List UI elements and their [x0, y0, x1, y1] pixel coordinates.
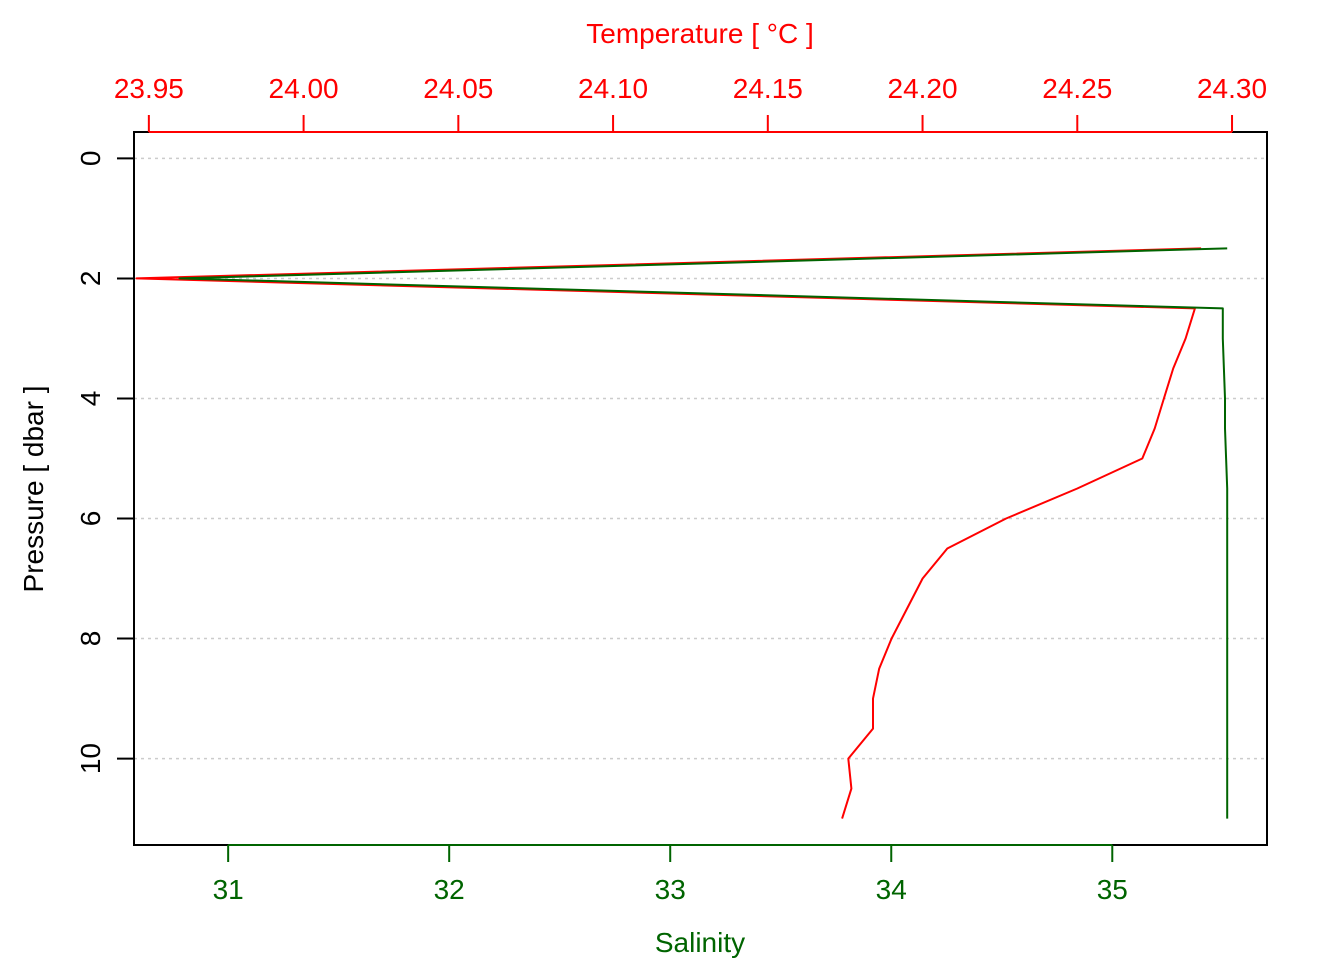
top-tick-label: 24.20: [888, 73, 958, 104]
top-tick-label: 24.10: [578, 73, 648, 104]
top-tick-label: 24.05: [423, 73, 493, 104]
left-tick-label: 2: [75, 271, 106, 287]
left-axis-title: Pressure [ dbar ]: [18, 386, 49, 593]
top-tick-label: 24.00: [269, 73, 339, 104]
top-tick-label: 24.25: [1042, 73, 1112, 104]
left-tick-label: 0: [75, 151, 106, 167]
left-tick-label: 8: [75, 631, 106, 647]
bottom-tick-label: 35: [1097, 874, 1128, 905]
salinity-line: [178, 247, 1229, 819]
temperature-line: [135, 247, 1202, 819]
bottom-tick-label: 33: [655, 874, 686, 905]
plot-frame: [133, 131, 1268, 846]
series-lines: [135, 247, 1229, 819]
bottom-tick-label: 31: [213, 874, 244, 905]
left-tick-label: 4: [75, 391, 106, 407]
bottom-tick-label: 32: [434, 874, 465, 905]
grid-lines: [134, 157, 1267, 760]
bottom-axis-title: Salinity: [655, 927, 745, 958]
axes: 23.95 24.00 24.05 24.10 24.15 24.20 24.25 24.30…: [75, 73, 1267, 905]
top-tick-label: 23.95: [114, 73, 184, 104]
left-tick-label: 6: [75, 511, 106, 527]
top-tick-label: 24.30: [1197, 73, 1267, 104]
top-tick-label: 24.15: [733, 73, 803, 104]
left-tick-label: 10: [75, 743, 106, 774]
bottom-tick-label: 34: [876, 874, 907, 905]
top-axis-title: Temperature [ °C ]: [586, 18, 814, 49]
